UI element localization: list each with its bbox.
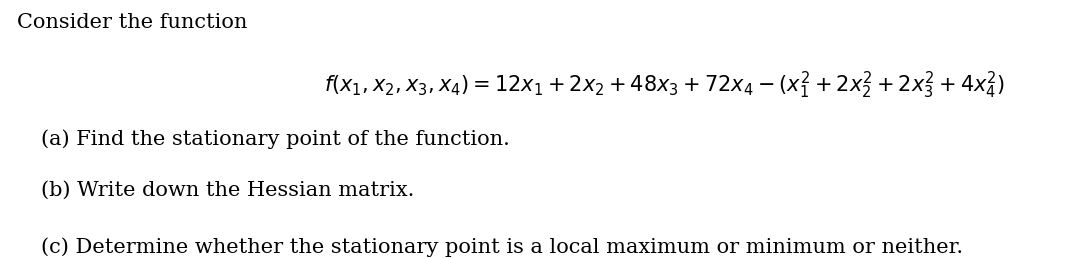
Text: Consider the function: Consider the function — [17, 13, 247, 32]
Text: (c) Determine whether the stationary point is a local maximum or minimum or neit: (c) Determine whether the stationary poi… — [41, 237, 963, 257]
Text: (a) Find the stationary point of the function.: (a) Find the stationary point of the fun… — [41, 129, 510, 149]
Text: $f(x_1, x_2, x_3, x_4) = 12x_1 + 2x_2 + 48x_3 + 72x_4 - (x_1^2 + 2x_2^2 + 2x_3^2: $f(x_1, x_2, x_3, x_4) = 12x_1 + 2x_2 + … — [324, 70, 1005, 101]
Text: (b) Write down the Hessian matrix.: (b) Write down the Hessian matrix. — [41, 181, 415, 200]
